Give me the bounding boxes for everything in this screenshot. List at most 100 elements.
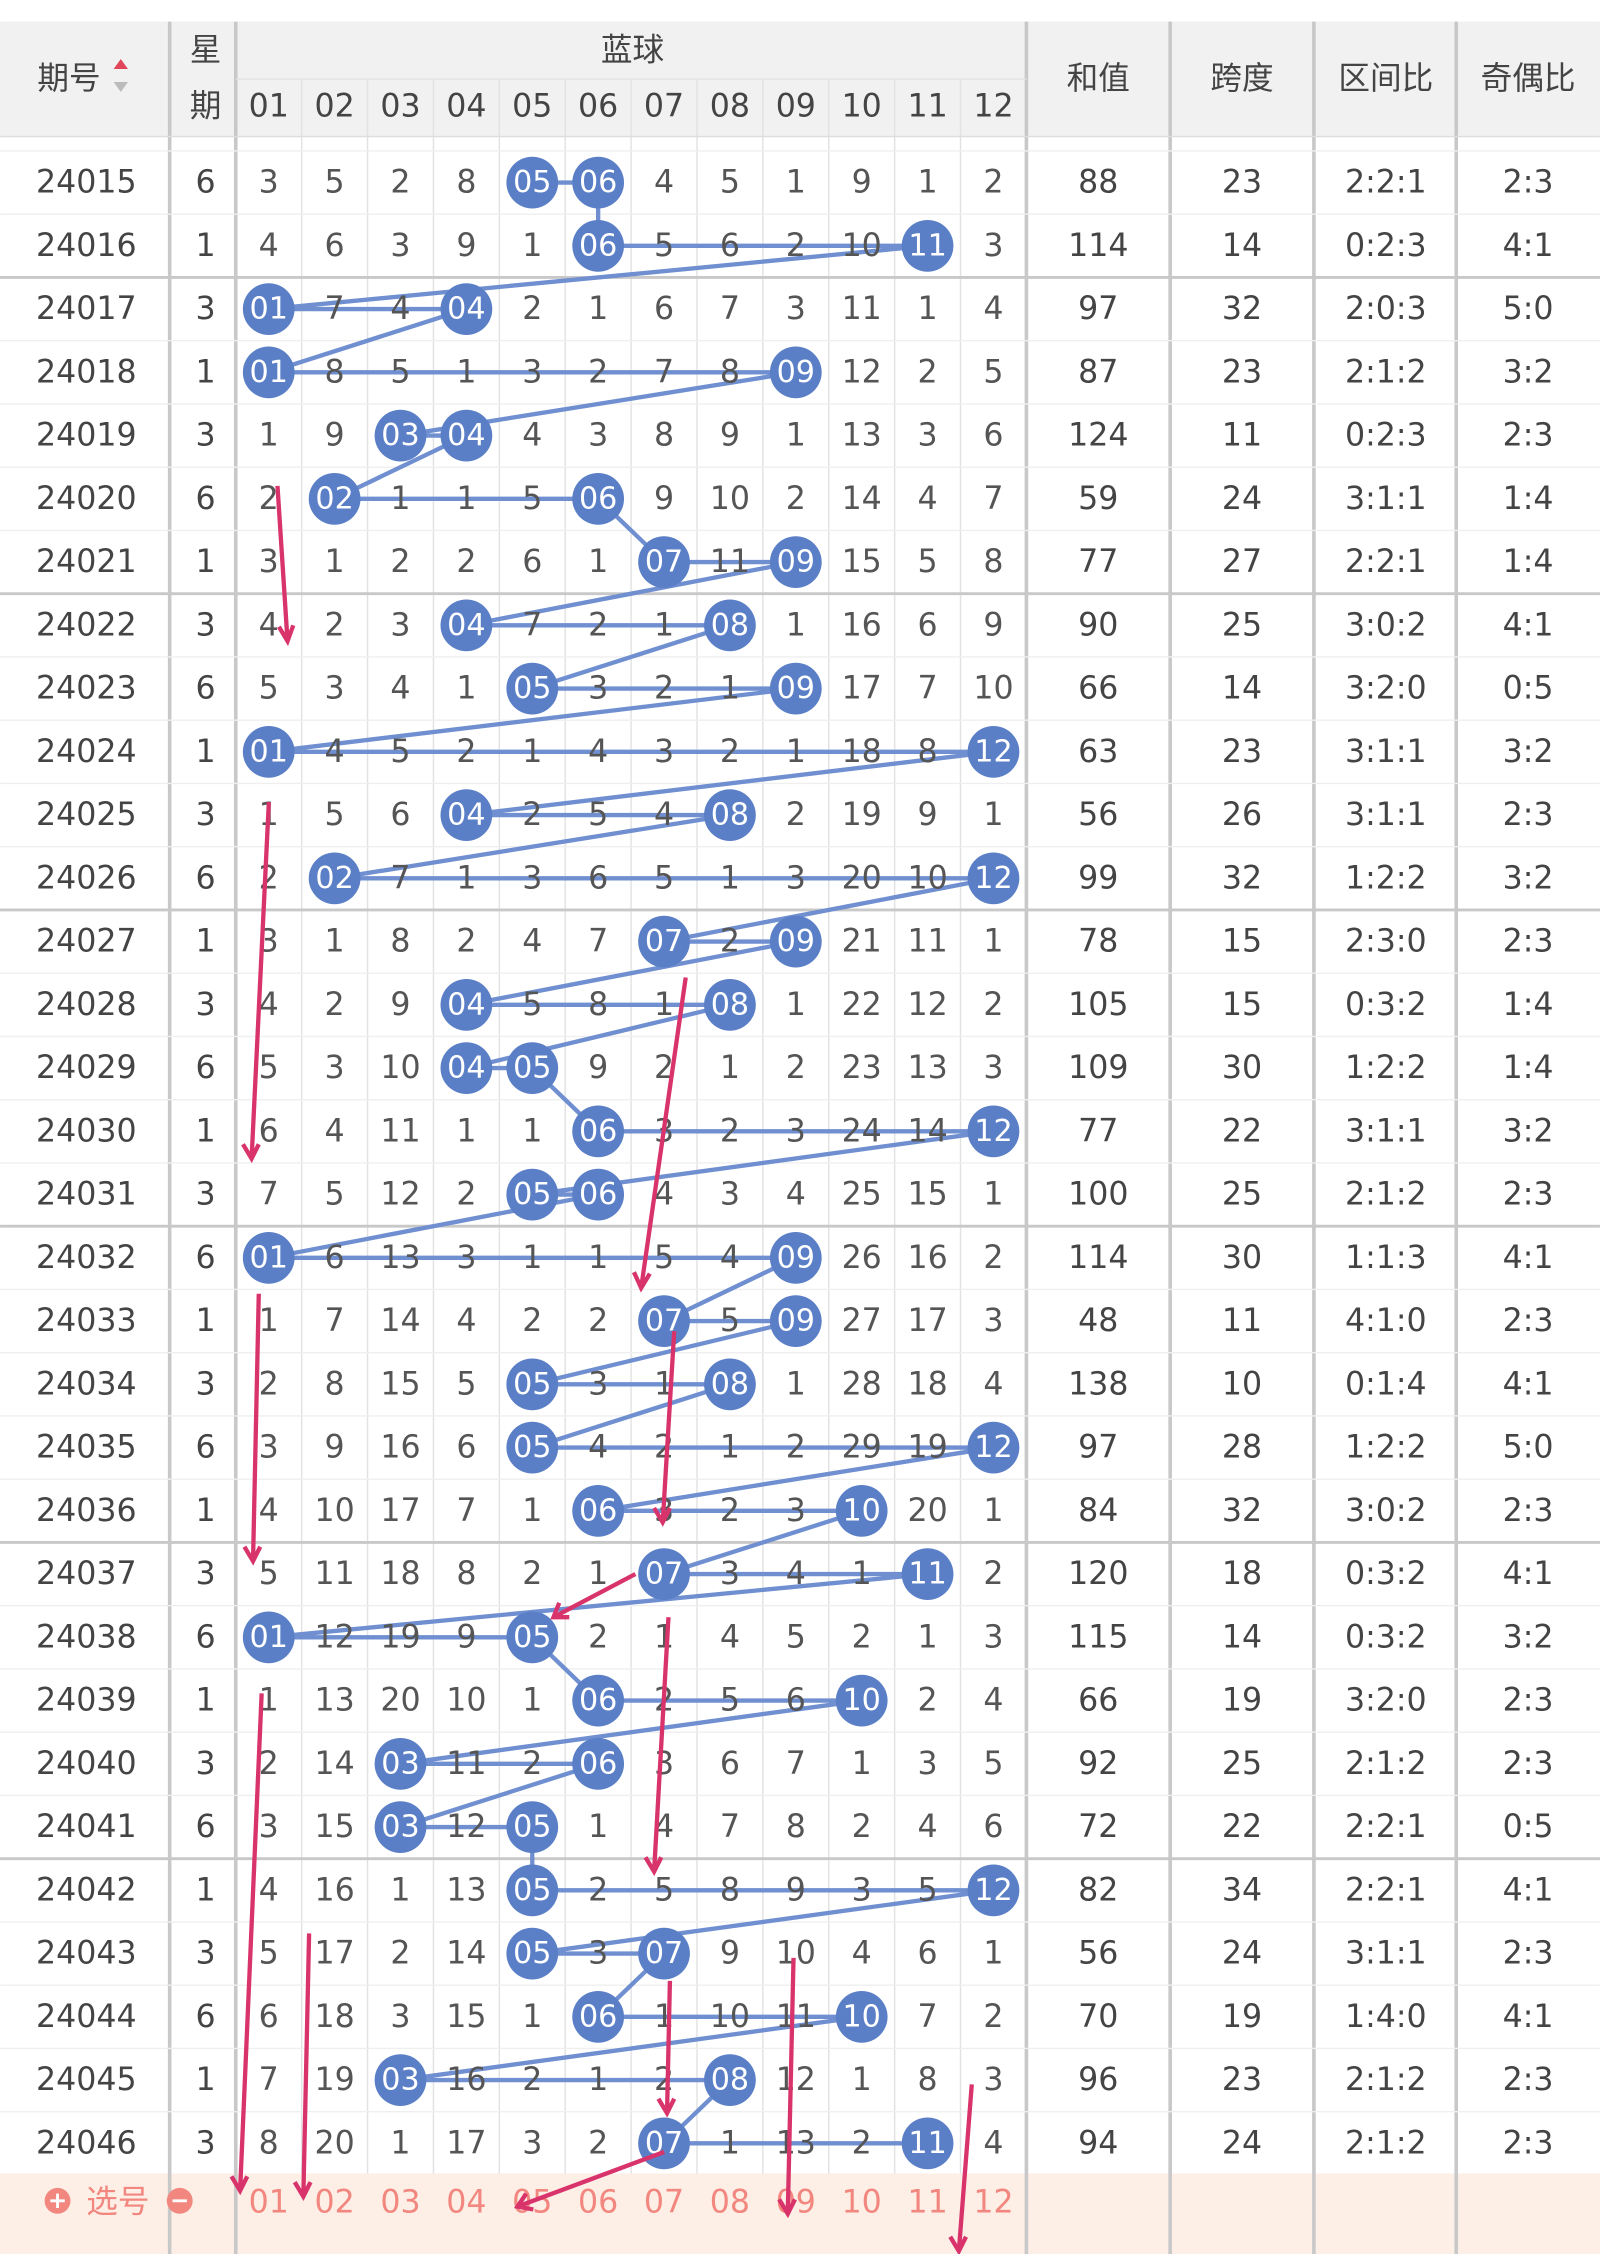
miss-count: 1 (456, 481, 476, 517)
weekday: 3 (196, 1177, 216, 1213)
miss-count: 2 (918, 354, 938, 390)
miss-count: 2 (786, 228, 806, 264)
issue: 24031 (36, 1177, 137, 1213)
hit-ball-number: 05 (513, 1873, 551, 1908)
miss-count: 29 (842, 1430, 882, 1466)
pick-number: 01 (249, 2184, 289, 2220)
hit-ball-number: 07 (645, 924, 683, 959)
hit-ball (967, 1421, 1020, 1474)
hit-ball (506, 1801, 559, 1853)
miss-count: 2 (259, 860, 279, 896)
miss-count: 8 (259, 2125, 279, 2161)
hit-ball (572, 1168, 625, 1221)
issue: 24018 (36, 354, 137, 390)
miss-count: 4 (983, 2125, 1003, 2161)
miss-count: 9 (456, 1619, 476, 1655)
miss-count: 3 (259, 165, 279, 201)
miss-count: 4 (522, 418, 542, 454)
zone-ratio: 2:0:3 (1345, 291, 1427, 327)
miss-count: 18 (907, 1366, 947, 1402)
hit-ball-number: 04 (447, 418, 485, 453)
miss-count: 15 (314, 1809, 354, 1845)
miss-count: 2 (983, 165, 1003, 201)
miss-count: 20 (907, 1493, 947, 1529)
miss-count: 6 (390, 797, 410, 833)
miss-count: 5 (588, 797, 608, 833)
hit-ball-number: 05 (513, 1367, 551, 1402)
miss-count: 5 (654, 1240, 674, 1276)
weekday: 1 (196, 734, 216, 770)
issue: 24022 (36, 607, 137, 643)
odd-even: 3:2 (1503, 860, 1554, 896)
miss-count: 1 (720, 1050, 740, 1086)
zone-ratio: 1:2:2 (1345, 1050, 1427, 1086)
hit-ball-number: 12 (974, 1873, 1012, 1908)
span: 22 (1222, 1809, 1262, 1845)
miss-count: 6 (522, 544, 542, 580)
hit-ball-number: 12 (974, 1430, 1012, 1465)
miss-count: 3 (918, 1746, 938, 1782)
zone-ratio: 2:2:1 (1345, 544, 1427, 580)
hit-ball (769, 662, 822, 715)
miss-count: 4 (325, 1113, 345, 1149)
hit-ball (374, 2054, 427, 2106)
miss-count: 8 (390, 924, 410, 960)
miss-count: 5 (983, 1746, 1003, 1782)
issue: 24023 (36, 671, 137, 707)
miss-count: 9 (390, 987, 410, 1023)
annotation-arrow (242, 1293, 263, 1566)
hit-ball-number: 04 (447, 292, 485, 327)
odd-even: 1:4 (1503, 481, 1554, 517)
hit-ball-number: 07 (645, 1557, 683, 1592)
hit-ball (440, 409, 493, 462)
span: 23 (1222, 354, 1262, 390)
miss-count: 15 (907, 1177, 947, 1213)
miss-count: 3 (983, 1050, 1003, 1086)
miss-count: 2 (522, 797, 542, 833)
hit-ball-number: 12 (974, 1114, 1012, 1149)
miss-count: 4 (588, 1430, 608, 1466)
sort-down[interactable] (113, 81, 128, 92)
zone-ratio: 2:1:2 (1345, 1177, 1427, 1213)
hit-ball-number: 03 (381, 1810, 419, 1845)
zone-ratio: 3:2:0 (1345, 671, 1427, 707)
miss-count: 8 (786, 1809, 806, 1845)
issue: 24026 (36, 860, 137, 896)
miss-count: 8 (983, 544, 1003, 580)
span: 30 (1222, 1050, 1262, 1086)
sum: 92 (1078, 1746, 1118, 1782)
span: 27 (1222, 544, 1262, 580)
zone-ratio: 3:1:1 (1345, 797, 1427, 833)
sort-up[interactable] (113, 58, 128, 69)
miss-count: 3 (983, 2062, 1003, 2098)
issue-header[interactable]: 期号 (37, 61, 100, 97)
miss-count: 11 (776, 1999, 816, 2035)
miss-count: 6 (456, 1430, 476, 1466)
span: 25 (1222, 607, 1262, 643)
odd-even: 3:2 (1503, 734, 1554, 770)
miss-count: 2 (786, 797, 806, 833)
miss-count: 1 (786, 607, 806, 643)
hit-ball-number: 06 (579, 1493, 617, 1528)
miss-count: 2 (259, 1366, 279, 1402)
miss-count: 8 (720, 354, 740, 390)
miss-count: 5 (918, 1872, 938, 1908)
hit-ball (901, 1548, 954, 1600)
hit-ball (572, 1105, 625, 1158)
zone-ratio: 2:1:2 (1345, 2062, 1427, 2098)
hit-ball (572, 1484, 625, 1537)
miss-count: 1 (786, 165, 806, 201)
annotation-arrow (643, 1617, 671, 1877)
ball-column-label: 11 (907, 88, 947, 124)
hit-ball-number: 12 (974, 734, 1012, 769)
miss-count: 1 (588, 1556, 608, 1592)
miss-count: 13 (380, 1240, 420, 1276)
issue: 24045 (36, 2062, 137, 2098)
miss-count: 2 (786, 481, 806, 517)
miss-count: 4 (786, 1177, 806, 1213)
hit-ball (967, 725, 1020, 778)
weekday: 3 (196, 1366, 216, 1402)
issue: 24027 (36, 924, 137, 960)
top-bar (0, 0, 1600, 22)
sum: 66 (1078, 671, 1118, 707)
